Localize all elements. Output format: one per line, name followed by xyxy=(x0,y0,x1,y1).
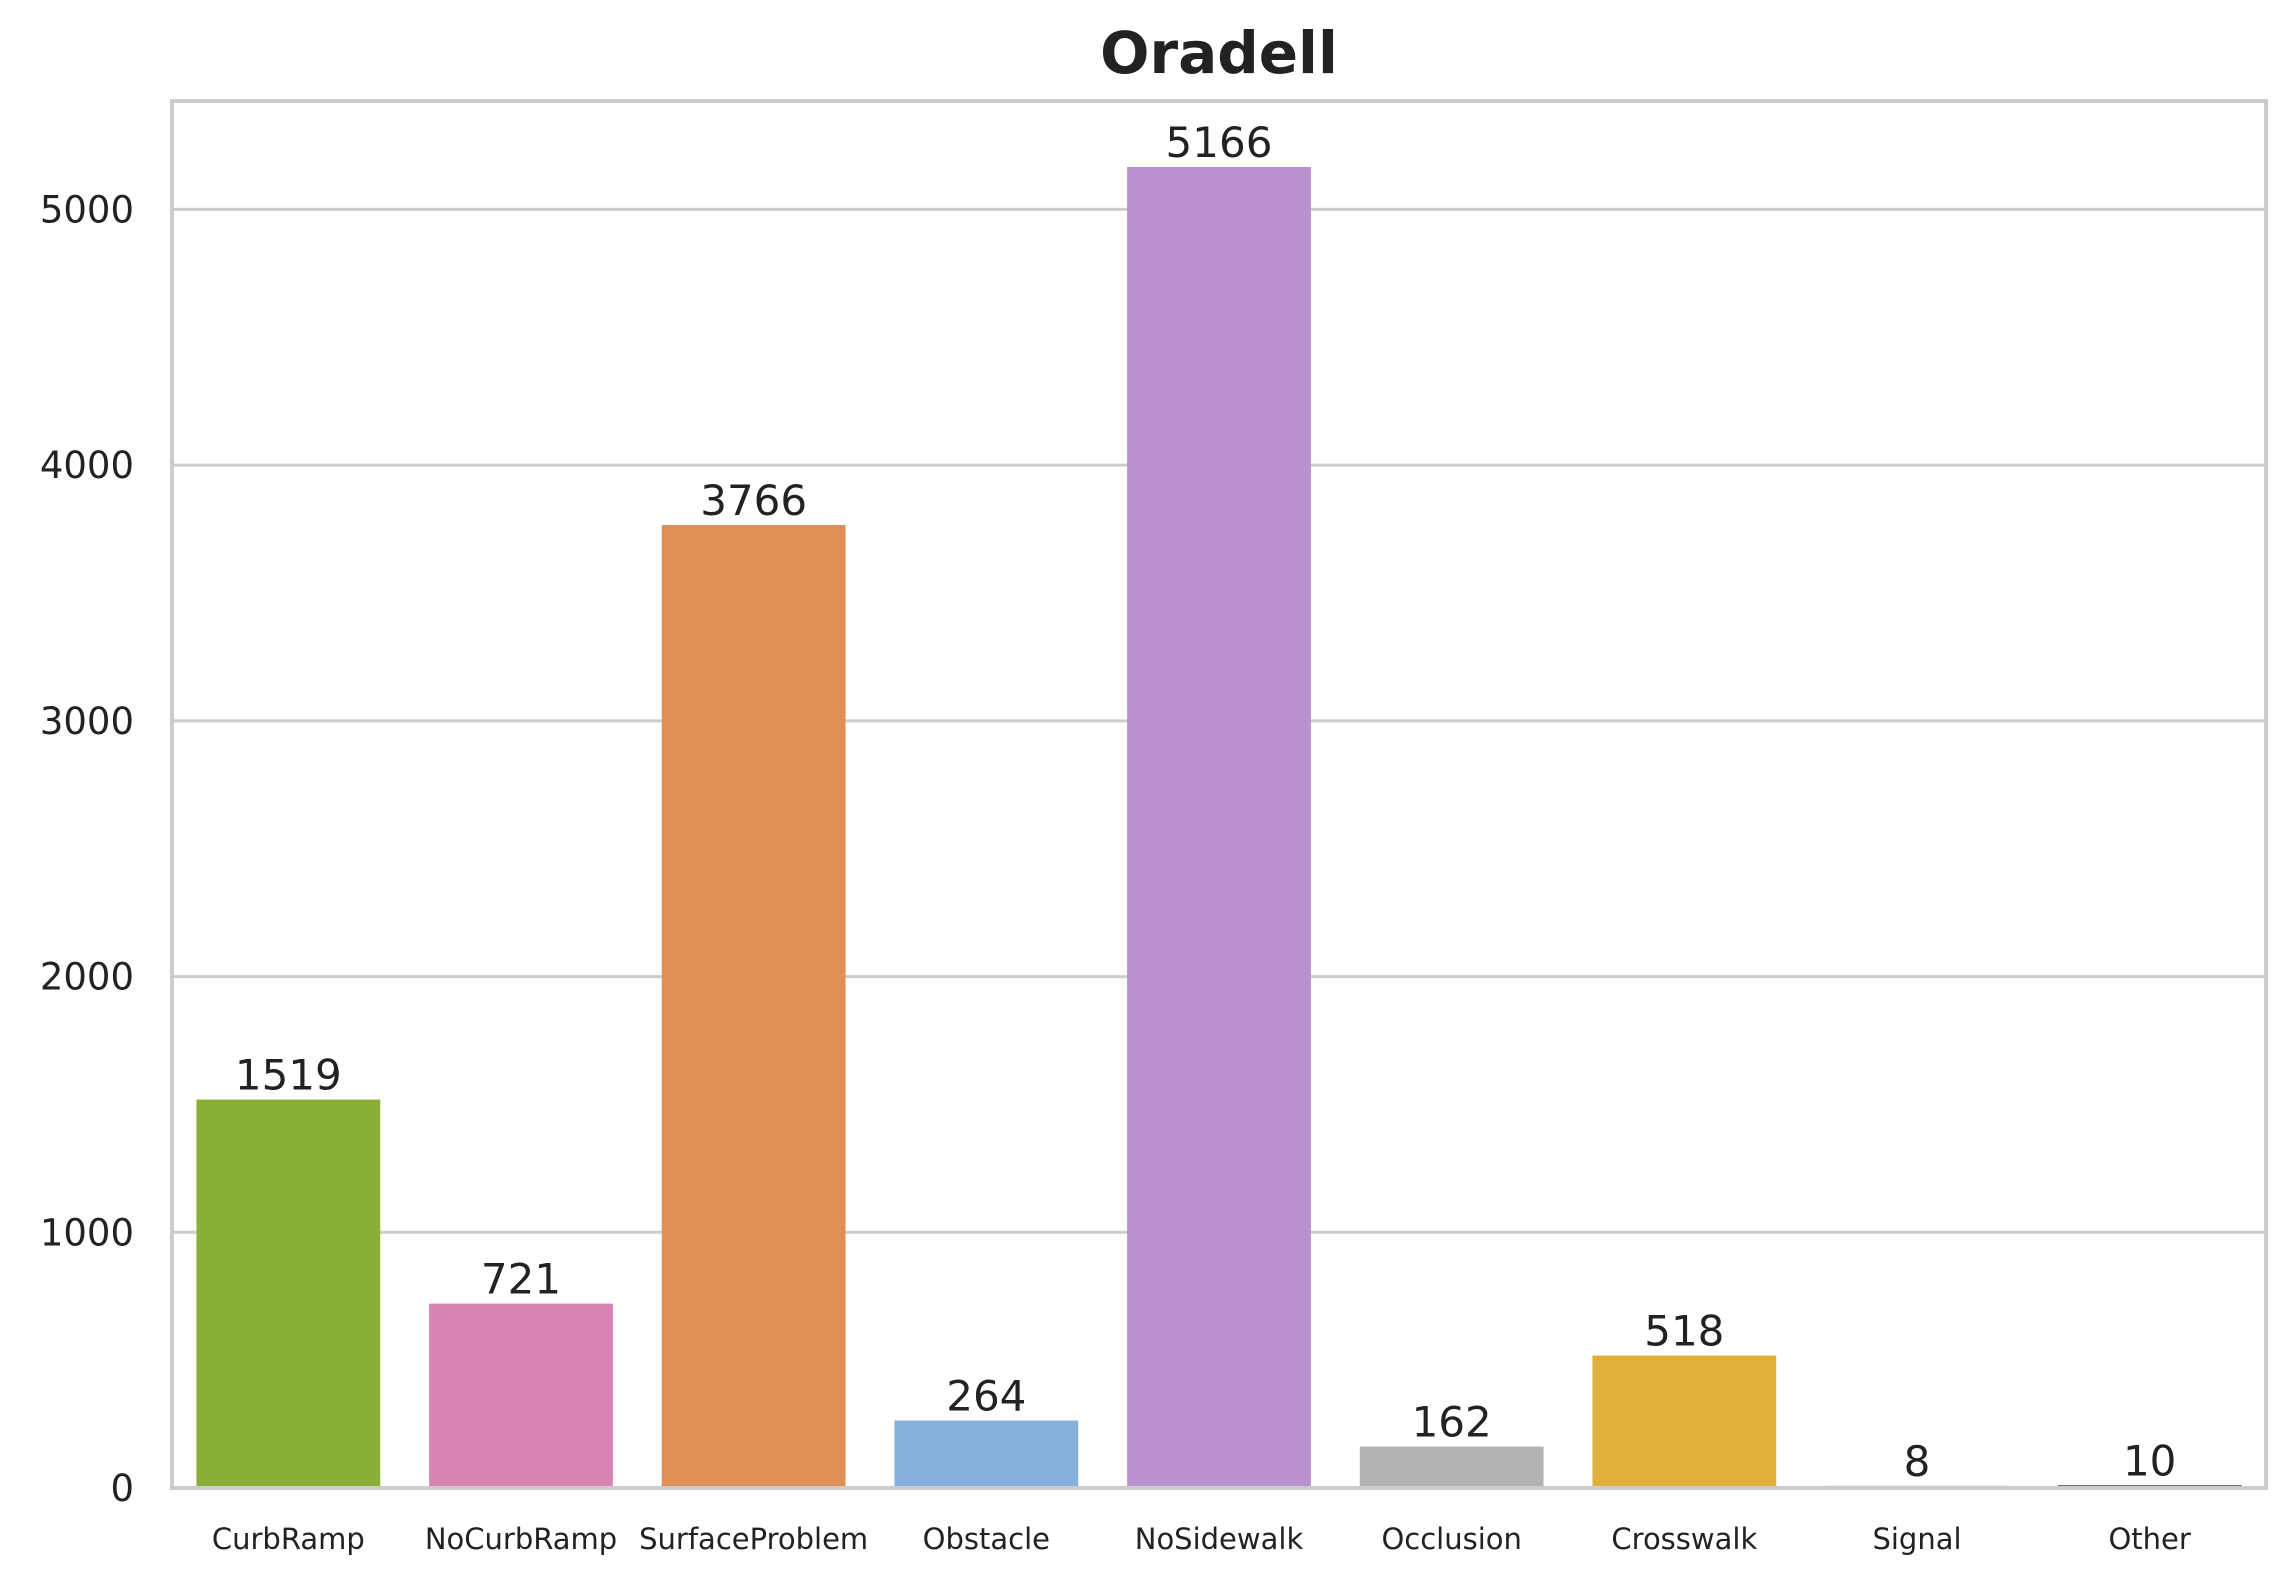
data-label-crosswalk: 518 xyxy=(1644,1307,1724,1356)
x-tick-label-nosidewalk: NoSidewalk xyxy=(1135,1522,1304,1556)
x-tick-label-nocurbramp: NoCurbRamp xyxy=(425,1522,617,1556)
y-tick-label: 5000 xyxy=(40,188,134,231)
bar-nosidewalk xyxy=(1127,166,1311,1488)
data-label-obstacle: 264 xyxy=(946,1371,1026,1420)
y-tick-label: 3000 xyxy=(40,700,134,743)
y-tick-label: 1000 xyxy=(40,1211,134,1254)
data-label-signal: 8 xyxy=(1904,1437,1931,1486)
data-label-curbramp: 1519 xyxy=(235,1051,342,1100)
data-labels: 1519 721 3766 264 5166 162 518 8 10 xyxy=(235,118,2177,1486)
bar-curbramp xyxy=(196,1099,381,1488)
data-label-occlusion: 162 xyxy=(1412,1398,1492,1447)
plot-frame xyxy=(170,99,2268,1490)
bar-crosswalk xyxy=(1592,1355,1777,1488)
x-tick-label-obstacle: Obstacle xyxy=(923,1522,1050,1556)
bar-surfaceproblem xyxy=(661,524,846,1488)
data-label-nosidewalk: 5166 xyxy=(1166,118,1273,167)
data-label-nocurbramp: 721 xyxy=(481,1255,561,1304)
x-tick-label-curbramp: CurbRamp xyxy=(212,1522,365,1556)
x-tick-label-occlusion: Occlusion xyxy=(1381,1522,1521,1556)
bar-obstacle xyxy=(894,1420,1079,1488)
y-axis-ticks: 0 1000 2000 3000 4000 5000 xyxy=(40,188,134,1510)
data-label-other: 10 xyxy=(2123,1436,2176,1485)
chart-title: Oradell xyxy=(1100,19,1338,87)
x-tick-label-crosswalk: Crosswalk xyxy=(1611,1522,1757,1556)
x-tick-label-signal: Signal xyxy=(1872,1522,1961,1556)
bar-occlusion xyxy=(1359,1446,1544,1488)
x-tick-label-surfaceproblem: SurfaceProblem xyxy=(639,1522,868,1556)
y-tick-label: 4000 xyxy=(40,444,134,487)
x-tick-label-other: Other xyxy=(2108,1522,2190,1556)
bar-nocurbramp xyxy=(429,1303,613,1488)
data-label-surfaceproblem: 3766 xyxy=(700,476,807,525)
bars xyxy=(196,166,2242,1488)
y-tick-label: 2000 xyxy=(40,956,134,999)
y-tick-label: 0 xyxy=(110,1467,134,1510)
x-axis-ticks: CurbRamp NoCurbRamp SurfaceProblem Obstacle… xyxy=(212,1522,2191,1556)
